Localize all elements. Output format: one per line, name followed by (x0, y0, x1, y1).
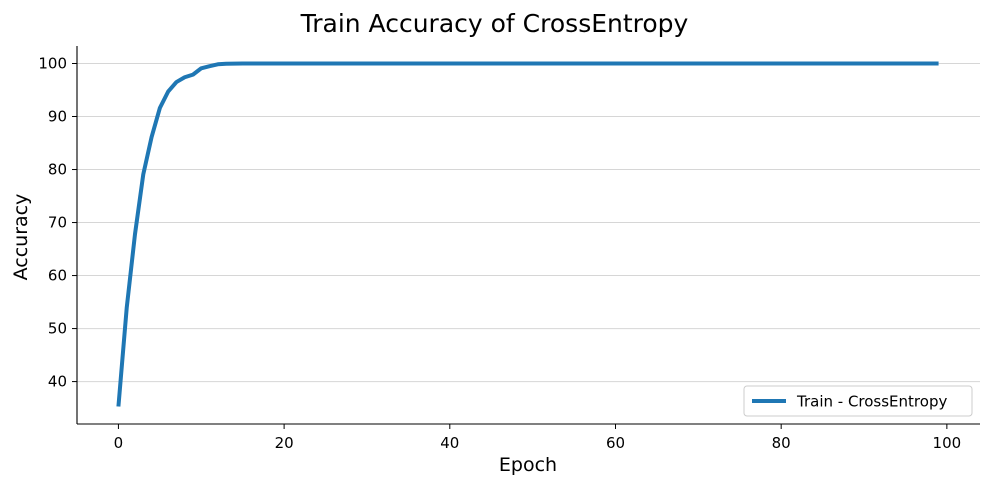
y-tick-label-100: 100 (38, 54, 67, 72)
x-tick-label-0: 0 (114, 434, 124, 452)
x-tick-label-40: 40 (440, 434, 459, 452)
y-tick-label-70: 70 (48, 214, 67, 232)
legend: Train - CrossEntropy (743, 385, 973, 417)
series-line-0 (116, 61, 939, 407)
legend-box (743, 385, 973, 417)
y-tick-label-80: 80 (48, 161, 67, 179)
x-axis-ticks: 0 20 40 60 80 100 (114, 424, 962, 452)
chart-title: Train Accuracy of CrossEntropy (300, 9, 689, 38)
x-axis-label: Epoch (499, 454, 557, 476)
x-tick-label-20: 20 (275, 434, 294, 452)
y-tick-label-50: 50 (48, 320, 67, 338)
x-tick-label-80: 80 (772, 434, 791, 452)
y-tick-label-40: 40 (48, 373, 67, 391)
y-tick-label-60: 60 (48, 267, 67, 285)
y-axis-ticks: 40 50 60 70 80 90 100 (38, 54, 77, 391)
axes (76, 46, 980, 425)
series-group (116, 61, 939, 407)
x-tick-label-60: 60 (606, 434, 625, 452)
x-tick-label-100: 100 (933, 434, 962, 452)
y-tick-label-90: 90 (48, 108, 67, 126)
grid-lines (77, 62, 980, 383)
y-axis-label: Accuracy (10, 194, 32, 281)
legend-label-train-crossentropy: Train - CrossEntropy (796, 393, 947, 411)
